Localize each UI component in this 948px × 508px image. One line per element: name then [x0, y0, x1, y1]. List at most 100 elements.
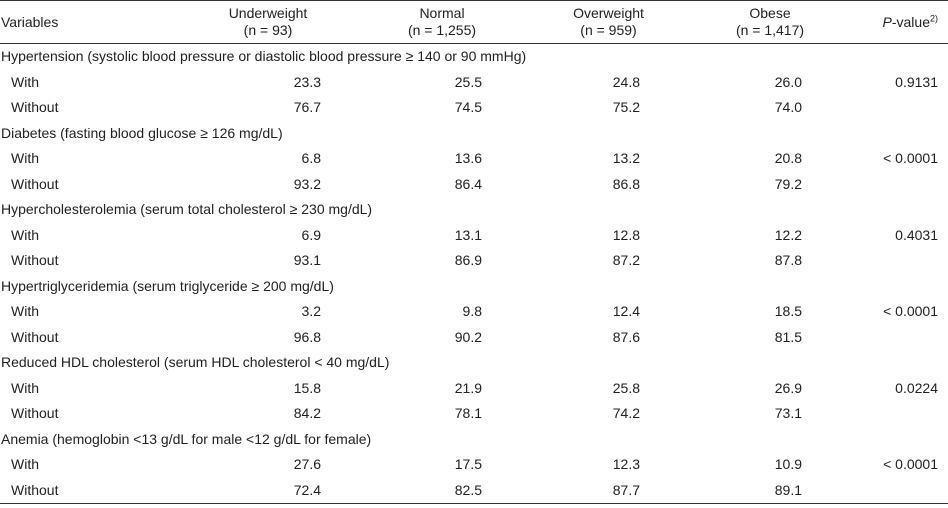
value-cell: 84.2	[293, 405, 321, 422]
table-row: With 27.6 17.5 12.3 10.9 < 0.0001	[0, 452, 948, 478]
value-cell: 82.5	[356, 477, 528, 504]
pvalue-cell	[851, 248, 948, 274]
row-label: With	[11, 73, 39, 90]
row-label: With	[11, 150, 39, 167]
header-pvalue: P-value2)	[851, 0, 948, 44]
value-cell: 6.8	[301, 150, 321, 167]
value-cell: 25.8	[612, 379, 640, 396]
value-cell: 12.4	[612, 303, 640, 320]
table-row: Without 93.2 86.4 86.8 79.2	[0, 172, 948, 198]
table-row: With 6.8 13.6 13.2 20.8 < 0.0001	[0, 146, 948, 172]
value-cell: 18.5	[774, 303, 802, 320]
pvalue-cell: < 0.0001	[883, 303, 938, 320]
table-body: Hypertension (systolic blood pressure or…	[0, 44, 948, 504]
row-label: With	[11, 303, 39, 320]
table-row: With 23.3 25.5 24.8 26.0 0.9131	[0, 70, 948, 96]
value-cell: 87.8	[774, 252, 802, 269]
value-cell: 21.9	[454, 379, 482, 396]
value-cell: 87.2	[612, 252, 640, 269]
value-cell: 6.9	[301, 226, 321, 243]
category-title: Reduced HDL cholesterol (serum HDL chole…	[1, 354, 390, 371]
pvalue-footnote: 2)	[929, 12, 938, 23]
group-name: Normal	[419, 5, 465, 21]
value-cell: 87.7	[528, 477, 689, 504]
value-cell: 24.8	[612, 73, 640, 90]
pvalue-cell	[851, 95, 948, 121]
value-cell: 13.2	[612, 150, 640, 167]
value-cell: 96.8	[293, 328, 321, 345]
row-label: Without	[11, 99, 59, 116]
category-title: Hypertension (systolic blood pressure or…	[1, 48, 527, 65]
row-label: Without	[11, 175, 59, 192]
value-cell: 73.1	[774, 405, 802, 422]
value-cell: 13.1	[454, 226, 482, 243]
value-cell: 25.5	[454, 73, 482, 90]
row-label: With	[11, 456, 39, 473]
pvalue-cell: 0.9131	[895, 73, 938, 90]
value-cell: 23.3	[293, 73, 321, 90]
group-n: (n = 959)	[580, 22, 637, 38]
category-row: Diabetes (fasting blood glucose ≥ 126 mg…	[0, 121, 948, 147]
value-cell: 86.4	[454, 175, 482, 192]
category-title: Anemia (hemoglobin <13 g/dL for male <12…	[1, 430, 372, 447]
value-cell: 12.3	[612, 456, 640, 473]
value-cell: 89.1	[689, 477, 851, 504]
value-cell: 12.8	[612, 226, 640, 243]
group-name: Obese	[749, 5, 791, 21]
pvalue-cell: 0.0224	[895, 379, 938, 396]
value-cell: 26.9	[774, 379, 802, 396]
header-obese: Obese (n = 1,417)	[689, 0, 851, 44]
pvalue-cell	[851, 325, 948, 351]
value-cell: 90.2	[454, 328, 482, 345]
pvalue-cell	[851, 401, 948, 427]
row-label: Without	[11, 405, 59, 422]
pvalue-cell	[851, 172, 948, 198]
table-row: With 6.9 13.1 12.8 12.2 0.4031	[0, 223, 948, 249]
value-cell: 75.2	[612, 99, 640, 116]
value-cell: 86.8	[612, 175, 640, 192]
category-row: Hypercholesterolemia (serum total choles…	[0, 197, 948, 223]
group-n: (n = 93)	[243, 22, 293, 38]
pvalue-cell: < 0.0001	[883, 150, 938, 167]
category-row: Hypertension (systolic blood pressure or…	[0, 44, 948, 70]
category-row: Anemia (hemoglobin <13 g/dL for male <12…	[0, 427, 948, 453]
value-cell: 76.7	[293, 99, 321, 116]
table-row: Without 76.7 74.5 75.2 74.0	[0, 95, 948, 121]
row-label: With	[11, 226, 39, 243]
value-cell: 26.0	[774, 73, 802, 90]
category-row: Hypertriglyceridemia (serum triglyceride…	[0, 274, 948, 300]
value-cell: 74.2	[612, 405, 640, 422]
pvalue-cell: 0.4031	[895, 226, 938, 243]
category-row: Reduced HDL cholesterol (serum HDL chole…	[0, 350, 948, 376]
table-row: With 3.2 9.8 12.4 18.5 < 0.0001	[0, 299, 948, 325]
header-variables: Variables	[0, 0, 180, 44]
value-cell: 9.8	[462, 303, 482, 320]
group-n: (n = 1,255)	[407, 22, 477, 38]
category-title: Hypertriglyceridemia (serum triglyceride…	[1, 277, 334, 294]
pvalue-p: P	[882, 13, 892, 30]
value-cell: 27.6	[293, 456, 321, 473]
value-cell: 78.1	[454, 405, 482, 422]
value-cell: 74.5	[454, 99, 482, 116]
row-label: With	[11, 379, 39, 396]
category-title: Hypercholesterolemia (serum total choles…	[1, 201, 373, 218]
value-cell: 12.2	[774, 226, 802, 243]
pvalue-cell: < 0.0001	[883, 456, 938, 473]
table-row: Without 84.2 78.1 74.2 73.1	[0, 401, 948, 427]
value-cell: 93.1	[293, 252, 321, 269]
table-row: With 15.8 21.9 25.8 26.9 0.0224	[0, 376, 948, 402]
table-row: Without 93.1 86.9 87.2 87.8	[0, 248, 948, 274]
group-name: Overweight	[573, 5, 644, 21]
value-cell: 15.8	[293, 379, 321, 396]
header-row: Variables Underweight (n = 93) Normal (n…	[0, 0, 948, 44]
pvalue-suffix: -value	[891, 13, 930, 30]
value-cell: 3.2	[301, 303, 321, 320]
row-label: Without	[0, 477, 180, 504]
group-name: Underweight	[228, 5, 308, 21]
value-cell: 81.5	[774, 328, 802, 345]
pvalue-cell	[851, 477, 948, 504]
value-cell: 13.6	[454, 150, 482, 167]
value-cell: 86.9	[454, 252, 482, 269]
table-row: Without 72.4 82.5 87.7 89.1	[0, 477, 948, 504]
value-cell: 79.2	[774, 175, 802, 192]
